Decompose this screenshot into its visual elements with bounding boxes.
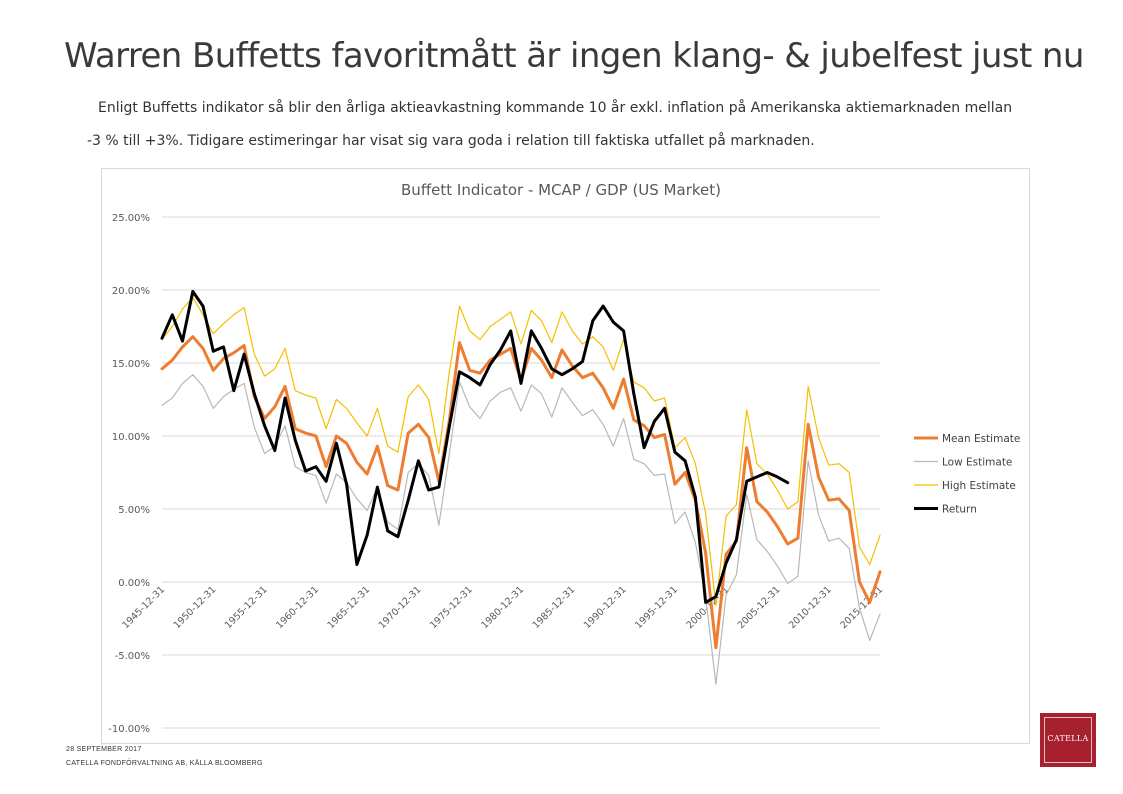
legend-label: High Estimate	[942, 480, 1016, 492]
y-tick-label: -10.00%	[108, 724, 150, 735]
logo-frame	[1044, 717, 1092, 763]
intro-line-1: Enligt Buffetts indikator så blir den år…	[98, 100, 1013, 116]
catella-logo: CATELLA	[1040, 713, 1096, 767]
x-tick-label: 1965-12-31	[325, 584, 372, 631]
y-tick-label: 5.00%	[118, 505, 150, 516]
x-tick-label: 1975-12-31	[428, 584, 475, 631]
slide-title: Warren Buffetts favoritmått är ingen kla…	[64, 36, 1084, 76]
legend-label: Return	[942, 504, 977, 516]
buffett-indicator-chart: Buffett Indicator - MCAP / GDP (US Marke…	[108, 181, 1020, 735]
legend-label: Low Estimate	[942, 457, 1012, 469]
chart-title: Buffett Indicator - MCAP / GDP (US Marke…	[401, 181, 721, 199]
y-tick-label: -5.00%	[115, 651, 150, 662]
y-tick-label: 0.00%	[118, 578, 150, 589]
y-tick-label: 20.00%	[112, 286, 150, 297]
y-tick-label: 25.00%	[112, 213, 150, 224]
series-line-high-estimate	[161, 296, 881, 606]
chart-panel: Buffett Indicator - MCAP / GDP (US Marke…	[101, 168, 1030, 744]
x-tick-label: 1950-12-31	[172, 584, 219, 631]
series-line-low-estimate	[161, 374, 881, 685]
x-tick-label: 2015-12-31	[838, 584, 885, 631]
y-tick-label: 15.00%	[112, 359, 150, 370]
intro-text: Enligt Buffetts indikator så blir den år…	[87, 92, 1038, 158]
footer-date: 28 SEPTEMBER 2017	[66, 746, 142, 753]
x-tick-label: 1985-12-31	[531, 584, 578, 631]
x-tick-label: 1945-12-31	[120, 584, 167, 631]
x-tick-label: 1990-12-31	[582, 584, 629, 631]
logo-text: CATELLA	[1047, 734, 1089, 743]
x-tick-label: 1960-12-31	[274, 584, 321, 631]
x-tick-label: 1980-12-31	[479, 584, 526, 631]
x-tick-label: 2005-12-31	[736, 584, 783, 631]
x-tick-label: 1995-12-31	[633, 584, 680, 631]
x-tick-label: 2010-12-31	[787, 584, 834, 631]
x-tick-label: 1970-12-31	[377, 584, 424, 631]
y-tick-label: 10.00%	[112, 432, 150, 443]
series-line-return	[160, 290, 790, 604]
footer-source: CATELLA FONDFÖRVALTNING AB, KÄLLA BLOOMB…	[66, 760, 263, 767]
x-tick-label: 1955-12-31	[223, 584, 270, 631]
intro-line-2: -3 % till +3%. Tidigare estimeringar har…	[87, 133, 815, 149]
legend-label: Mean Estimate	[942, 433, 1020, 445]
